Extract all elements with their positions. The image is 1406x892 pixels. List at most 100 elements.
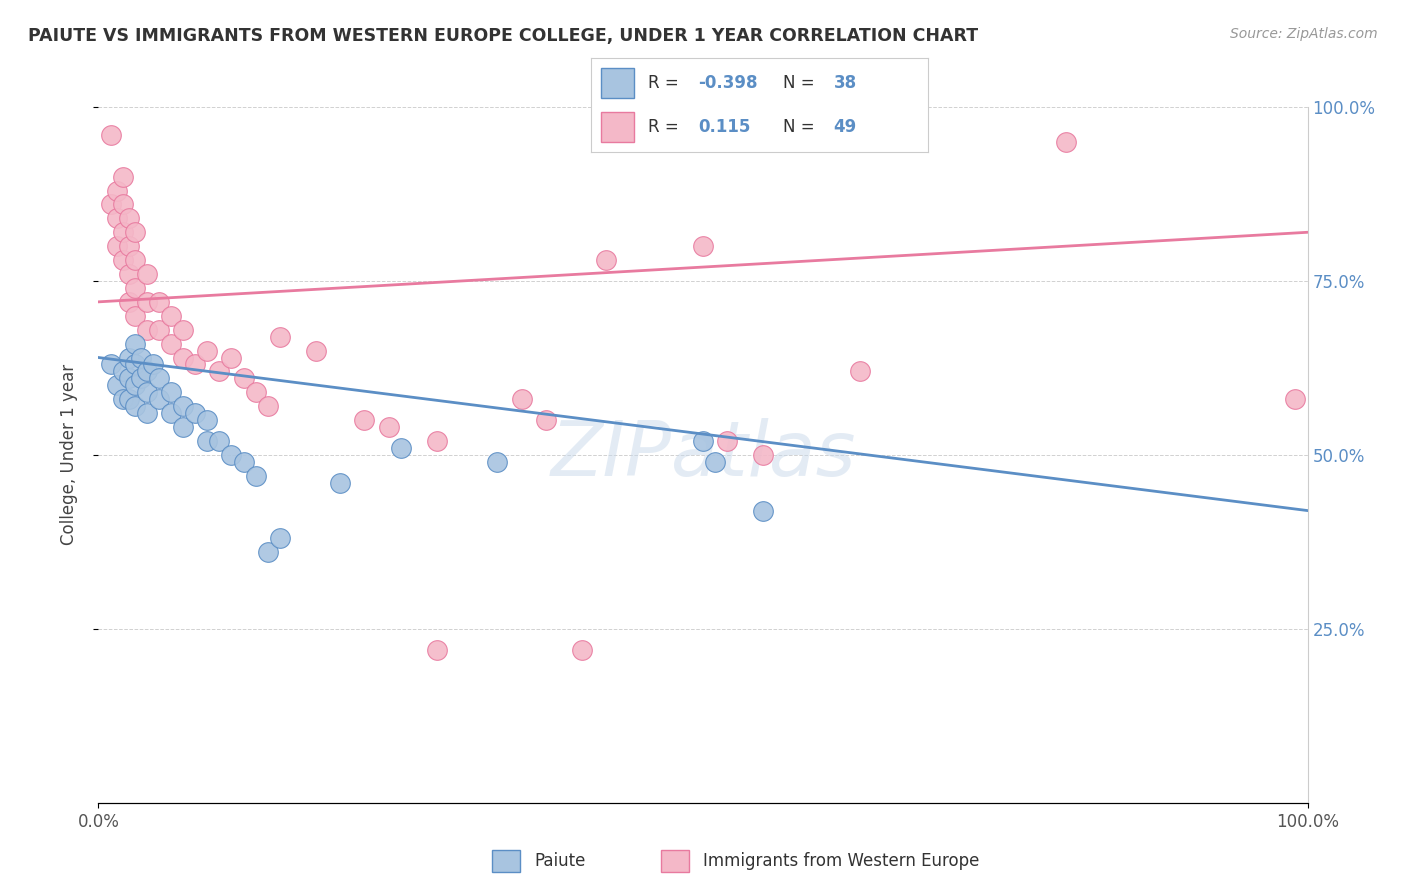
Point <box>1054 135 1077 149</box>
Point <box>208 364 231 378</box>
Point <box>118 267 141 281</box>
Point <box>184 406 207 420</box>
Point <box>129 371 152 385</box>
Point <box>118 211 141 226</box>
Point <box>752 503 775 517</box>
Point <box>160 336 183 351</box>
Point <box>135 385 157 400</box>
Point <box>704 455 727 469</box>
Point <box>172 323 194 337</box>
Point <box>486 455 509 469</box>
Point <box>124 225 146 239</box>
Point <box>195 343 218 358</box>
Point <box>305 343 328 358</box>
Point <box>232 455 254 469</box>
Point <box>510 392 533 407</box>
Point <box>245 468 267 483</box>
Point <box>752 448 775 462</box>
Text: N =: N = <box>783 119 820 136</box>
Text: N =: N = <box>783 74 820 92</box>
Point <box>124 358 146 372</box>
Point <box>111 169 134 184</box>
Point <box>692 239 714 253</box>
Text: Source: ZipAtlas.com: Source: ZipAtlas.com <box>1230 27 1378 41</box>
Point <box>111 197 134 211</box>
Bar <box>600 69 634 98</box>
Point <box>124 399 146 413</box>
Point <box>172 399 194 413</box>
Point <box>426 642 449 657</box>
Point <box>124 281 146 295</box>
Point <box>111 392 134 407</box>
Point <box>571 642 593 657</box>
Point <box>135 267 157 281</box>
Point <box>135 294 157 309</box>
Point <box>269 532 291 546</box>
Point <box>135 406 157 420</box>
Point <box>195 413 218 427</box>
Point <box>148 392 170 407</box>
Point <box>195 434 218 448</box>
Point <box>232 371 254 385</box>
Text: Paiute: Paiute <box>534 852 586 870</box>
Point <box>160 406 183 420</box>
Point <box>849 364 872 378</box>
Point <box>118 351 141 365</box>
Text: R =: R = <box>648 119 683 136</box>
Point <box>221 351 243 365</box>
Text: -0.398: -0.398 <box>699 74 758 92</box>
Point <box>172 351 194 365</box>
Point <box>172 420 194 434</box>
Point <box>148 371 170 385</box>
Point <box>100 358 122 372</box>
Point <box>256 399 278 413</box>
Point <box>269 329 291 343</box>
Text: R =: R = <box>648 74 683 92</box>
Point <box>111 253 134 268</box>
Point <box>118 294 141 309</box>
Point <box>118 392 141 407</box>
Text: ZIPatlas: ZIPatlas <box>550 418 856 491</box>
Point <box>595 253 617 268</box>
Point <box>426 434 449 448</box>
Y-axis label: College, Under 1 year: College, Under 1 year <box>59 364 77 546</box>
Point <box>118 371 141 385</box>
Point <box>124 378 146 392</box>
Point <box>692 434 714 448</box>
Point <box>1284 392 1306 407</box>
Point <box>135 323 157 337</box>
Text: PAIUTE VS IMMIGRANTS FROM WESTERN EUROPE COLLEGE, UNDER 1 YEAR CORRELATION CHART: PAIUTE VS IMMIGRANTS FROM WESTERN EUROPE… <box>28 27 979 45</box>
Bar <box>492 849 520 872</box>
Text: Immigrants from Western Europe: Immigrants from Western Europe <box>703 852 980 870</box>
Point <box>245 385 267 400</box>
Bar <box>661 849 689 872</box>
Point <box>377 420 399 434</box>
Point <box>124 309 146 323</box>
Point <box>105 378 128 392</box>
Point <box>100 128 122 142</box>
Point <box>111 225 134 239</box>
Point <box>353 413 375 427</box>
Point <box>221 448 243 462</box>
Point <box>142 358 165 372</box>
Text: 49: 49 <box>834 119 856 136</box>
Text: 38: 38 <box>834 74 856 92</box>
Point <box>124 253 146 268</box>
Point <box>135 364 157 378</box>
Point <box>329 475 352 490</box>
Bar <box>600 112 634 142</box>
Point <box>100 197 122 211</box>
Point <box>148 323 170 337</box>
Point <box>111 364 134 378</box>
Point <box>534 413 557 427</box>
Point <box>105 211 128 226</box>
Point <box>208 434 231 448</box>
Point <box>105 239 128 253</box>
Point <box>129 351 152 365</box>
Point <box>184 358 207 372</box>
Point <box>148 294 170 309</box>
Point <box>256 545 278 559</box>
Text: 0.115: 0.115 <box>699 119 751 136</box>
Point <box>118 239 141 253</box>
Point <box>105 184 128 198</box>
